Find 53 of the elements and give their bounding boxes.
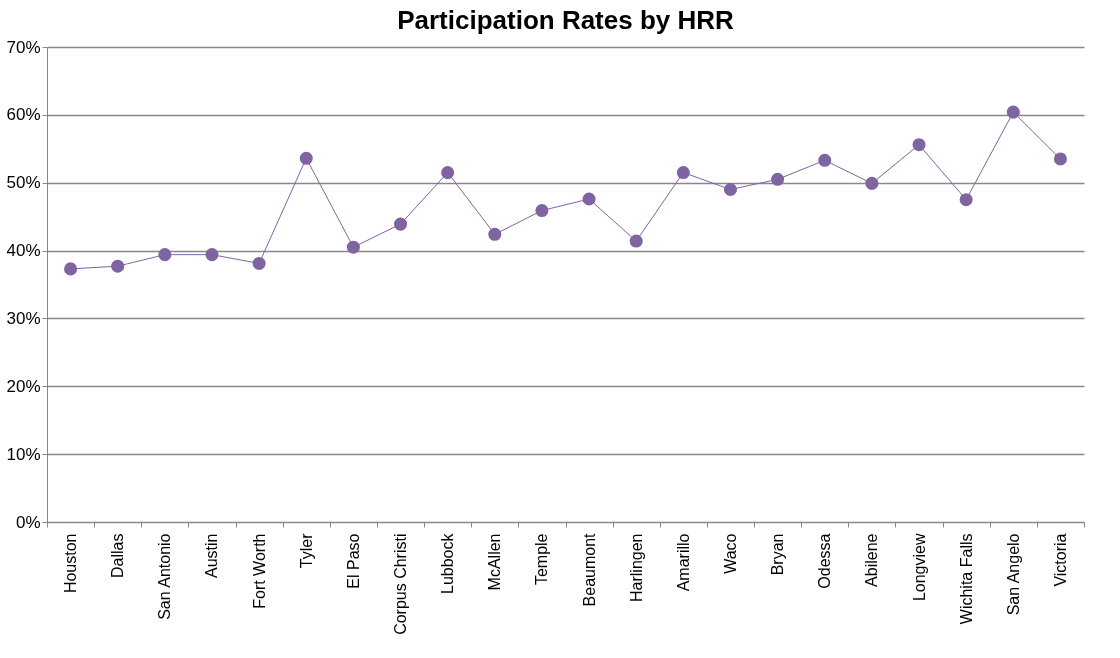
- point: [346, 240, 360, 254]
- x-tick-label: San Antonio: [156, 533, 174, 620]
- point: [629, 234, 643, 248]
- point: [582, 192, 596, 206]
- y-tick-label: 20%: [6, 376, 41, 396]
- x-tick-label: Waco: [721, 533, 739, 574]
- point: [1053, 152, 1067, 166]
- point: [111, 259, 125, 273]
- x-tick-label: Bryan: [769, 533, 787, 576]
- point: [64, 262, 78, 276]
- x-tick-label: Dallas: [109, 533, 127, 578]
- point: [488, 227, 502, 241]
- point: [158, 248, 172, 262]
- x-tick-label: Longview: [910, 533, 928, 602]
- x-tick-label: Abilene: [863, 533, 881, 587]
- y-tick-label: 30%: [6, 308, 41, 328]
- y-tick-label: 0%: [15, 512, 41, 532]
- point: [394, 217, 408, 231]
- point: [771, 172, 785, 186]
- point: [441, 166, 455, 180]
- y-tick-label: 10%: [6, 444, 41, 464]
- point: [818, 153, 832, 167]
- x-tick-label: Harlingen: [627, 533, 645, 602]
- x-tick-label: Tyler: [297, 532, 315, 569]
- x-tick-label: Fort Worth: [250, 533, 268, 609]
- point: [252, 256, 266, 270]
- point: [959, 193, 973, 207]
- point: [299, 151, 313, 165]
- point: [723, 182, 737, 197]
- x-tick-label: Lubbock: [439, 532, 457, 594]
- x-tick-label: Wichita Falls: [957, 533, 975, 625]
- point: [205, 248, 219, 262]
- x-tick-label: Victoria: [1051, 533, 1069, 587]
- x-tick-label: El Paso: [344, 533, 362, 589]
- x-tick-label: Austin: [203, 533, 221, 578]
- point: [912, 138, 926, 152]
- x-tick-label: McAllen: [486, 533, 504, 591]
- point: [535, 204, 549, 218]
- x-tick-label: Beaumont: [580, 532, 598, 607]
- point: [865, 176, 879, 190]
- y-tick-label: 50%: [6, 173, 41, 193]
- chart-title: Participation Rates by HRR: [397, 5, 735, 35]
- y-tick-label: 60%: [6, 105, 41, 125]
- x-tick-label: Amarillo: [674, 533, 692, 592]
- x-tick-label: Temple: [533, 533, 551, 586]
- y-tick-label: 70%: [6, 37, 41, 57]
- y-tick-label: 40%: [6, 241, 41, 261]
- x-tick-label: Houston: [62, 533, 80, 594]
- point: [1006, 105, 1020, 119]
- x-tick-label: Corpus Christi: [392, 533, 410, 635]
- point: [676, 166, 690, 180]
- x-tick-label: San Angelo: [1004, 533, 1022, 616]
- x-tick-label: Odessa: [816, 533, 834, 589]
